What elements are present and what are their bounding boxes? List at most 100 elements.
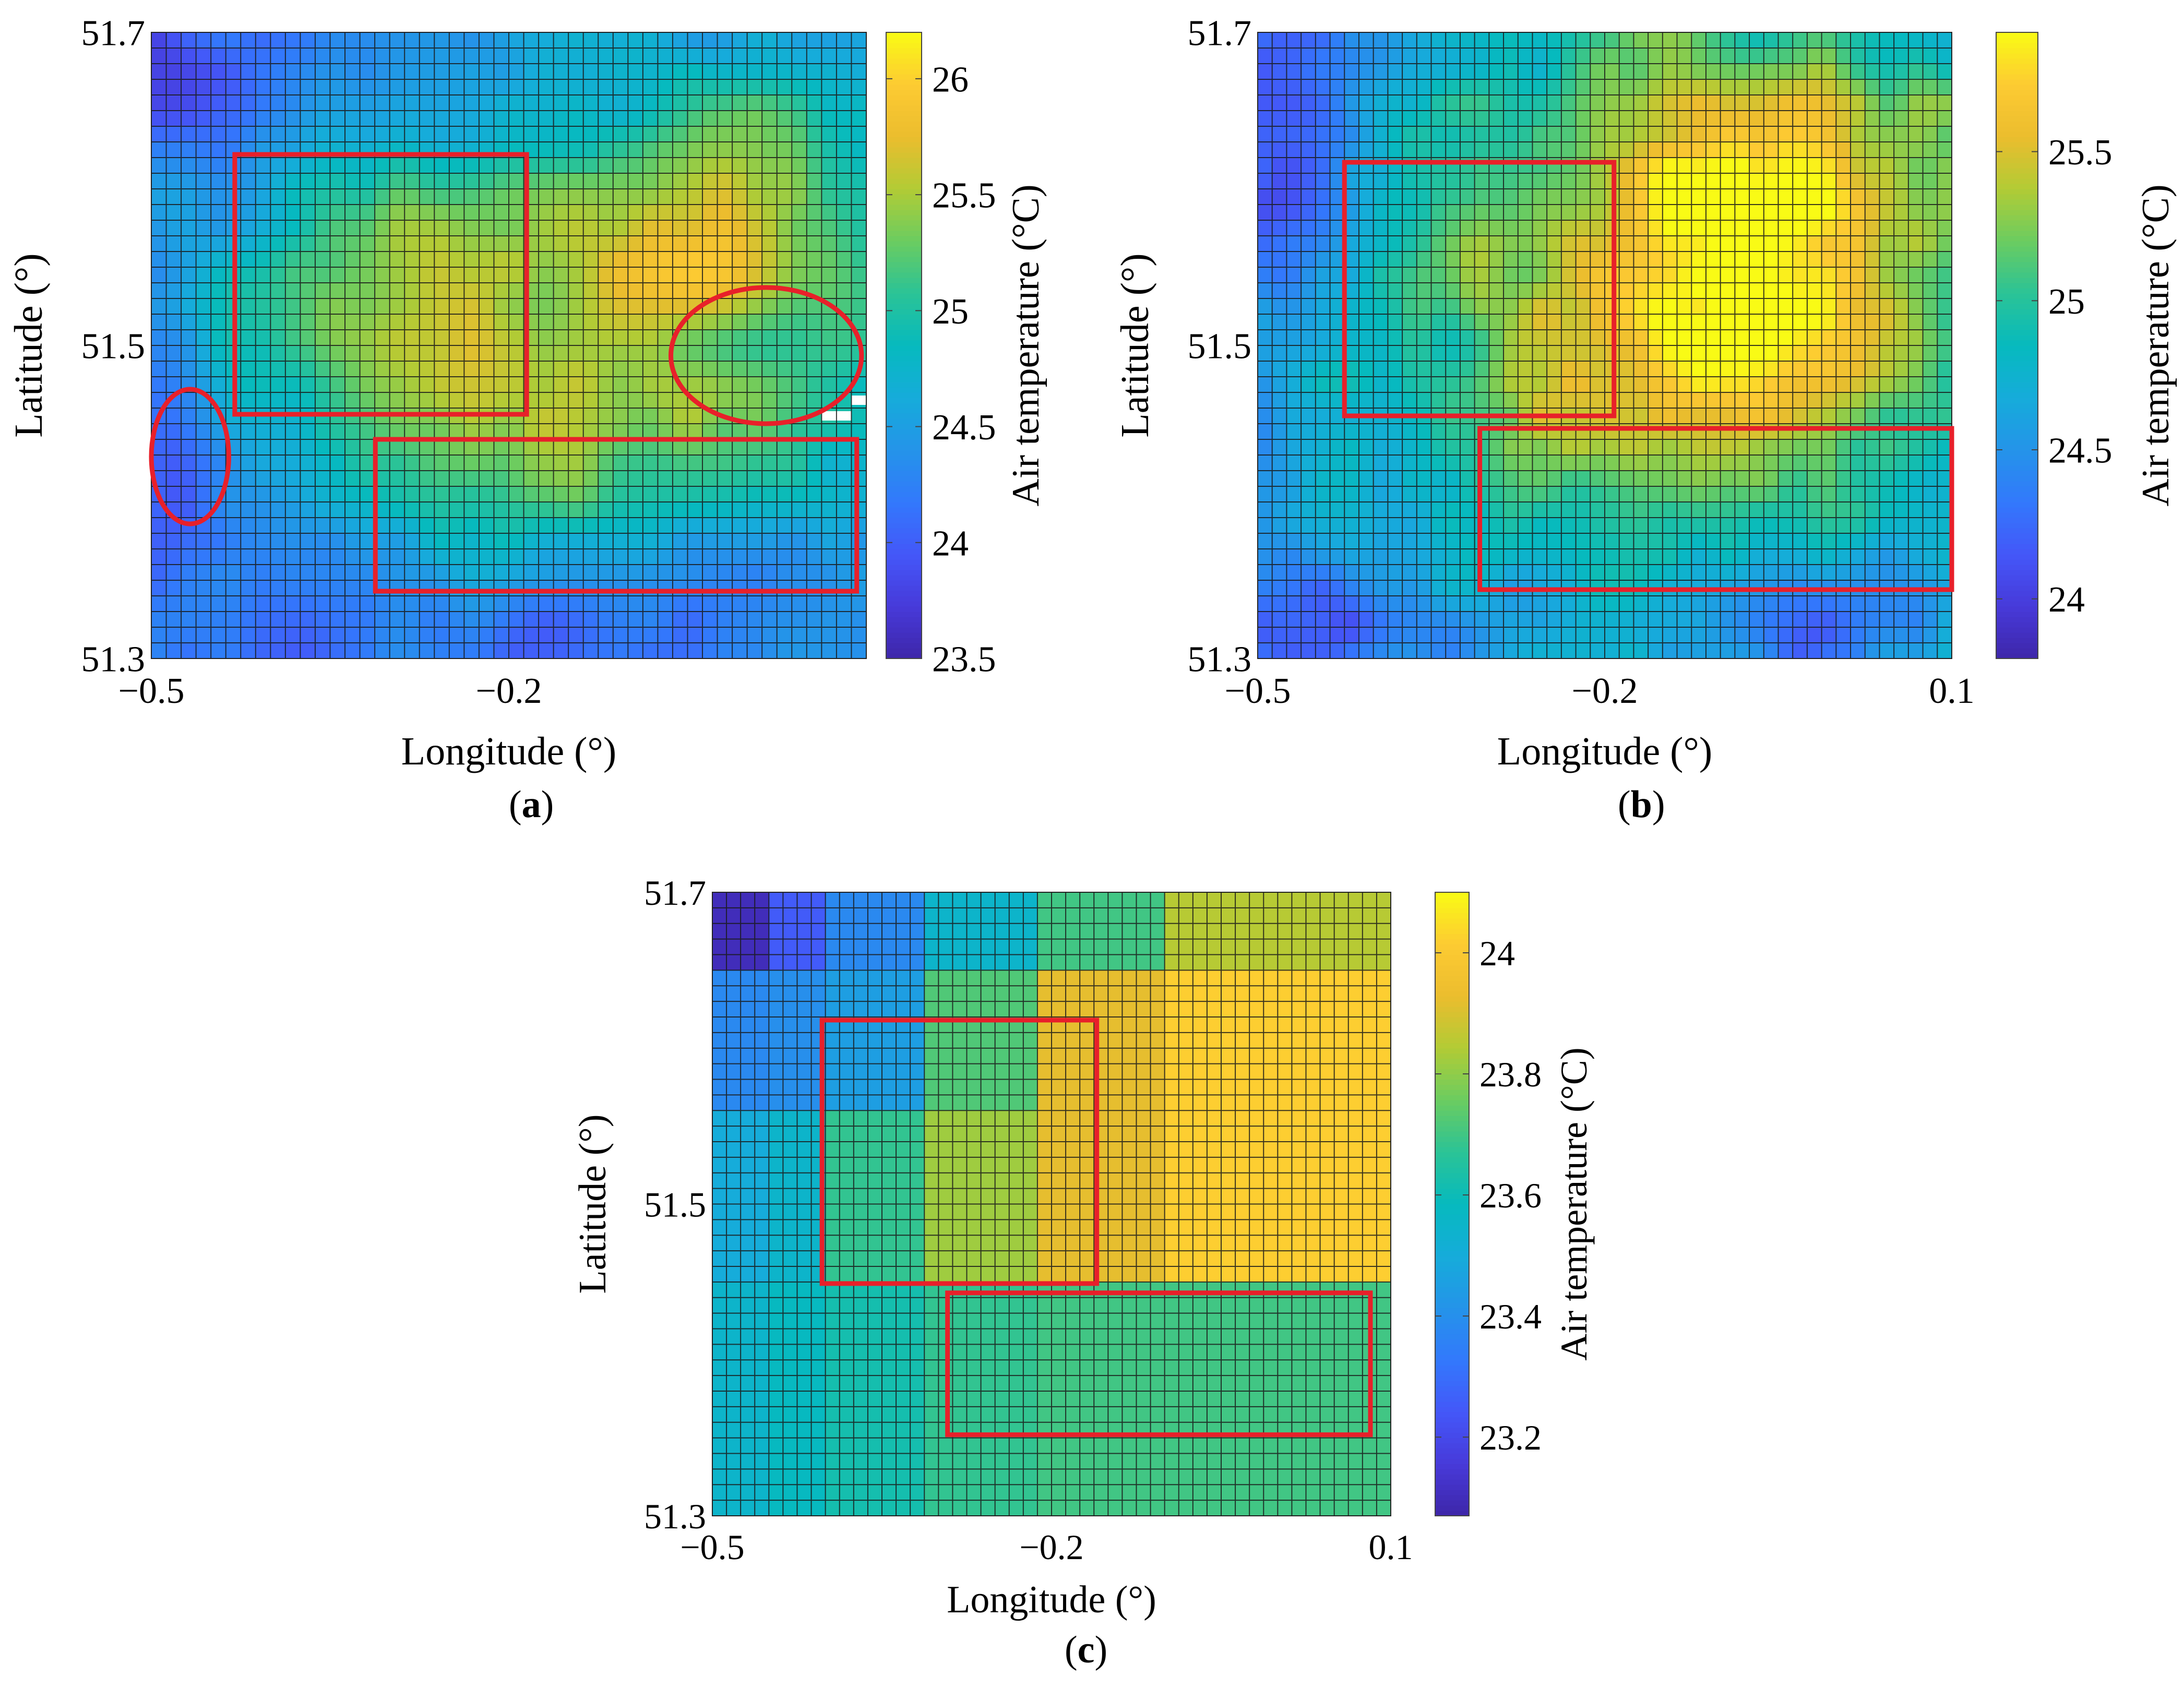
heatmap-cell [1489,361,1503,377]
heatmap-cell [1619,111,1634,126]
heatmap-cell [256,439,271,455]
heatmap-cell [1793,330,1807,345]
heatmap-cell [1749,392,1764,408]
heatmap-cell [1619,549,1634,565]
heatmap-cell [1590,643,1605,659]
heatmap-cell [1561,298,1576,314]
heatmap-cell [241,330,256,345]
heatmap-cell [1576,565,1591,580]
colorbar-step [1996,225,2038,231]
heatmap-cell [1807,533,1822,549]
heatmap-cell [769,1017,783,1033]
heatmap-cell [1851,126,1865,142]
heatmap-cell [1807,298,1822,314]
heatmap-cell [1561,314,1576,330]
heatmap-cell [1179,1064,1193,1080]
heatmap-cell [1460,189,1475,205]
heatmap-cell [494,283,509,298]
colorbar-step [886,554,922,560]
heatmap-cell [583,643,599,659]
heatmap-cell [732,518,747,533]
heatmap-cell [1278,908,1292,924]
colorbar-step [1996,58,2038,64]
heatmap-cell [1561,643,1576,659]
heatmap-cell [1344,111,1359,126]
heatmap-cell [420,205,435,220]
heatmap-cell [1547,142,1561,158]
heatmap-cell [1417,111,1431,126]
heatmap-cell [524,502,539,518]
heatmap-cell [285,330,301,345]
heatmap-cell [1446,596,1460,612]
colorbar-step [886,507,922,513]
heatmap-cell [769,986,783,1001]
colorbar-tick-label: 25.5 [2048,133,2113,173]
heatmap-cell [196,549,211,565]
heatmap-cell [807,142,822,158]
heatmap-cell [524,455,539,471]
colorbar-step [886,85,922,90]
heatmap-cell [1272,533,1287,549]
heatmap-cell [755,955,769,971]
heatmap-cell [1836,549,1851,565]
heatmap-cell [345,283,360,298]
heatmap-cell [211,173,226,189]
heatmap-cell [241,612,256,627]
heatmap-cell [1764,111,1779,126]
heatmap-cell [1518,455,1533,471]
heatmap-cell [1334,1001,1348,1017]
heatmap-cell [300,95,315,111]
heatmap-cell [300,236,315,252]
heatmap-cell [404,518,420,533]
heatmap-cell [494,205,509,220]
heatmap-cell [226,111,241,126]
heatmap-cell [628,298,643,314]
heatmap-cell [1235,1064,1249,1080]
heatmap-cell [1836,471,1851,486]
heatmap-cell [777,236,792,252]
heatmap-cell [1677,502,1692,518]
heatmap-cell [1633,32,1648,48]
heatmap-cell [583,283,599,298]
heatmap-cell [1137,1048,1151,1064]
heatmap-cell [330,612,345,627]
heatmap-cell [688,643,703,659]
heatmap-cell [315,455,330,471]
heatmap-cell [449,502,464,518]
heatmap-cell [1822,345,1836,361]
heatmap-cell [762,64,777,79]
heatmap-cell [1894,64,1908,79]
heatmap-cell [1402,377,1417,392]
heatmap-cell [1402,298,1417,314]
heatmap-cell [434,314,449,330]
heatmap-cell [241,643,256,659]
heatmap-cell [211,283,226,298]
heatmap-cell [1532,345,1547,361]
heatmap-cell [554,267,569,283]
heatmap-cell [1374,565,1388,580]
heatmap-cell [1272,580,1287,596]
heatmap-cell [583,518,599,533]
heatmap-cell [390,643,405,659]
heatmap-cell [420,377,435,392]
heatmap-cell [300,502,315,518]
heatmap-cell [1561,330,1576,345]
heatmap-cell [1374,283,1388,298]
heatmap-cell [1894,502,1908,518]
heatmap-cell [1822,439,1836,455]
heatmap-cell [1663,95,1677,111]
heatmap-cell [1836,48,1851,64]
colorbar-step [1996,126,2038,132]
heatmap-cell [732,48,747,64]
heatmap-cell [1923,439,1938,455]
heatmap-cell [315,377,330,392]
heatmap-cell [449,392,464,408]
heatmap-cell [1094,955,1108,971]
heatmap-cell [494,377,509,392]
heatmap-cell [1363,1064,1377,1080]
colorbar-step [886,215,922,221]
heatmap-cell [1446,126,1460,142]
heatmap-cell [479,79,494,95]
colorbar-step [1996,137,2038,142]
heatmap-cell [1475,377,1489,392]
